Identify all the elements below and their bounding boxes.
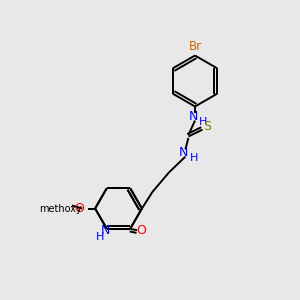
Text: H: H (190, 153, 198, 164)
Text: S: S (203, 119, 211, 133)
Text: N: N (189, 110, 198, 124)
Text: Br: Br (188, 40, 202, 53)
Text: N: N (179, 146, 189, 160)
Text: N: N (100, 224, 110, 237)
Text: H: H (199, 117, 208, 128)
Text: methoxy: methoxy (40, 203, 82, 214)
Text: O: O (75, 202, 85, 215)
Text: O: O (137, 224, 146, 237)
Text: H: H (96, 232, 104, 242)
